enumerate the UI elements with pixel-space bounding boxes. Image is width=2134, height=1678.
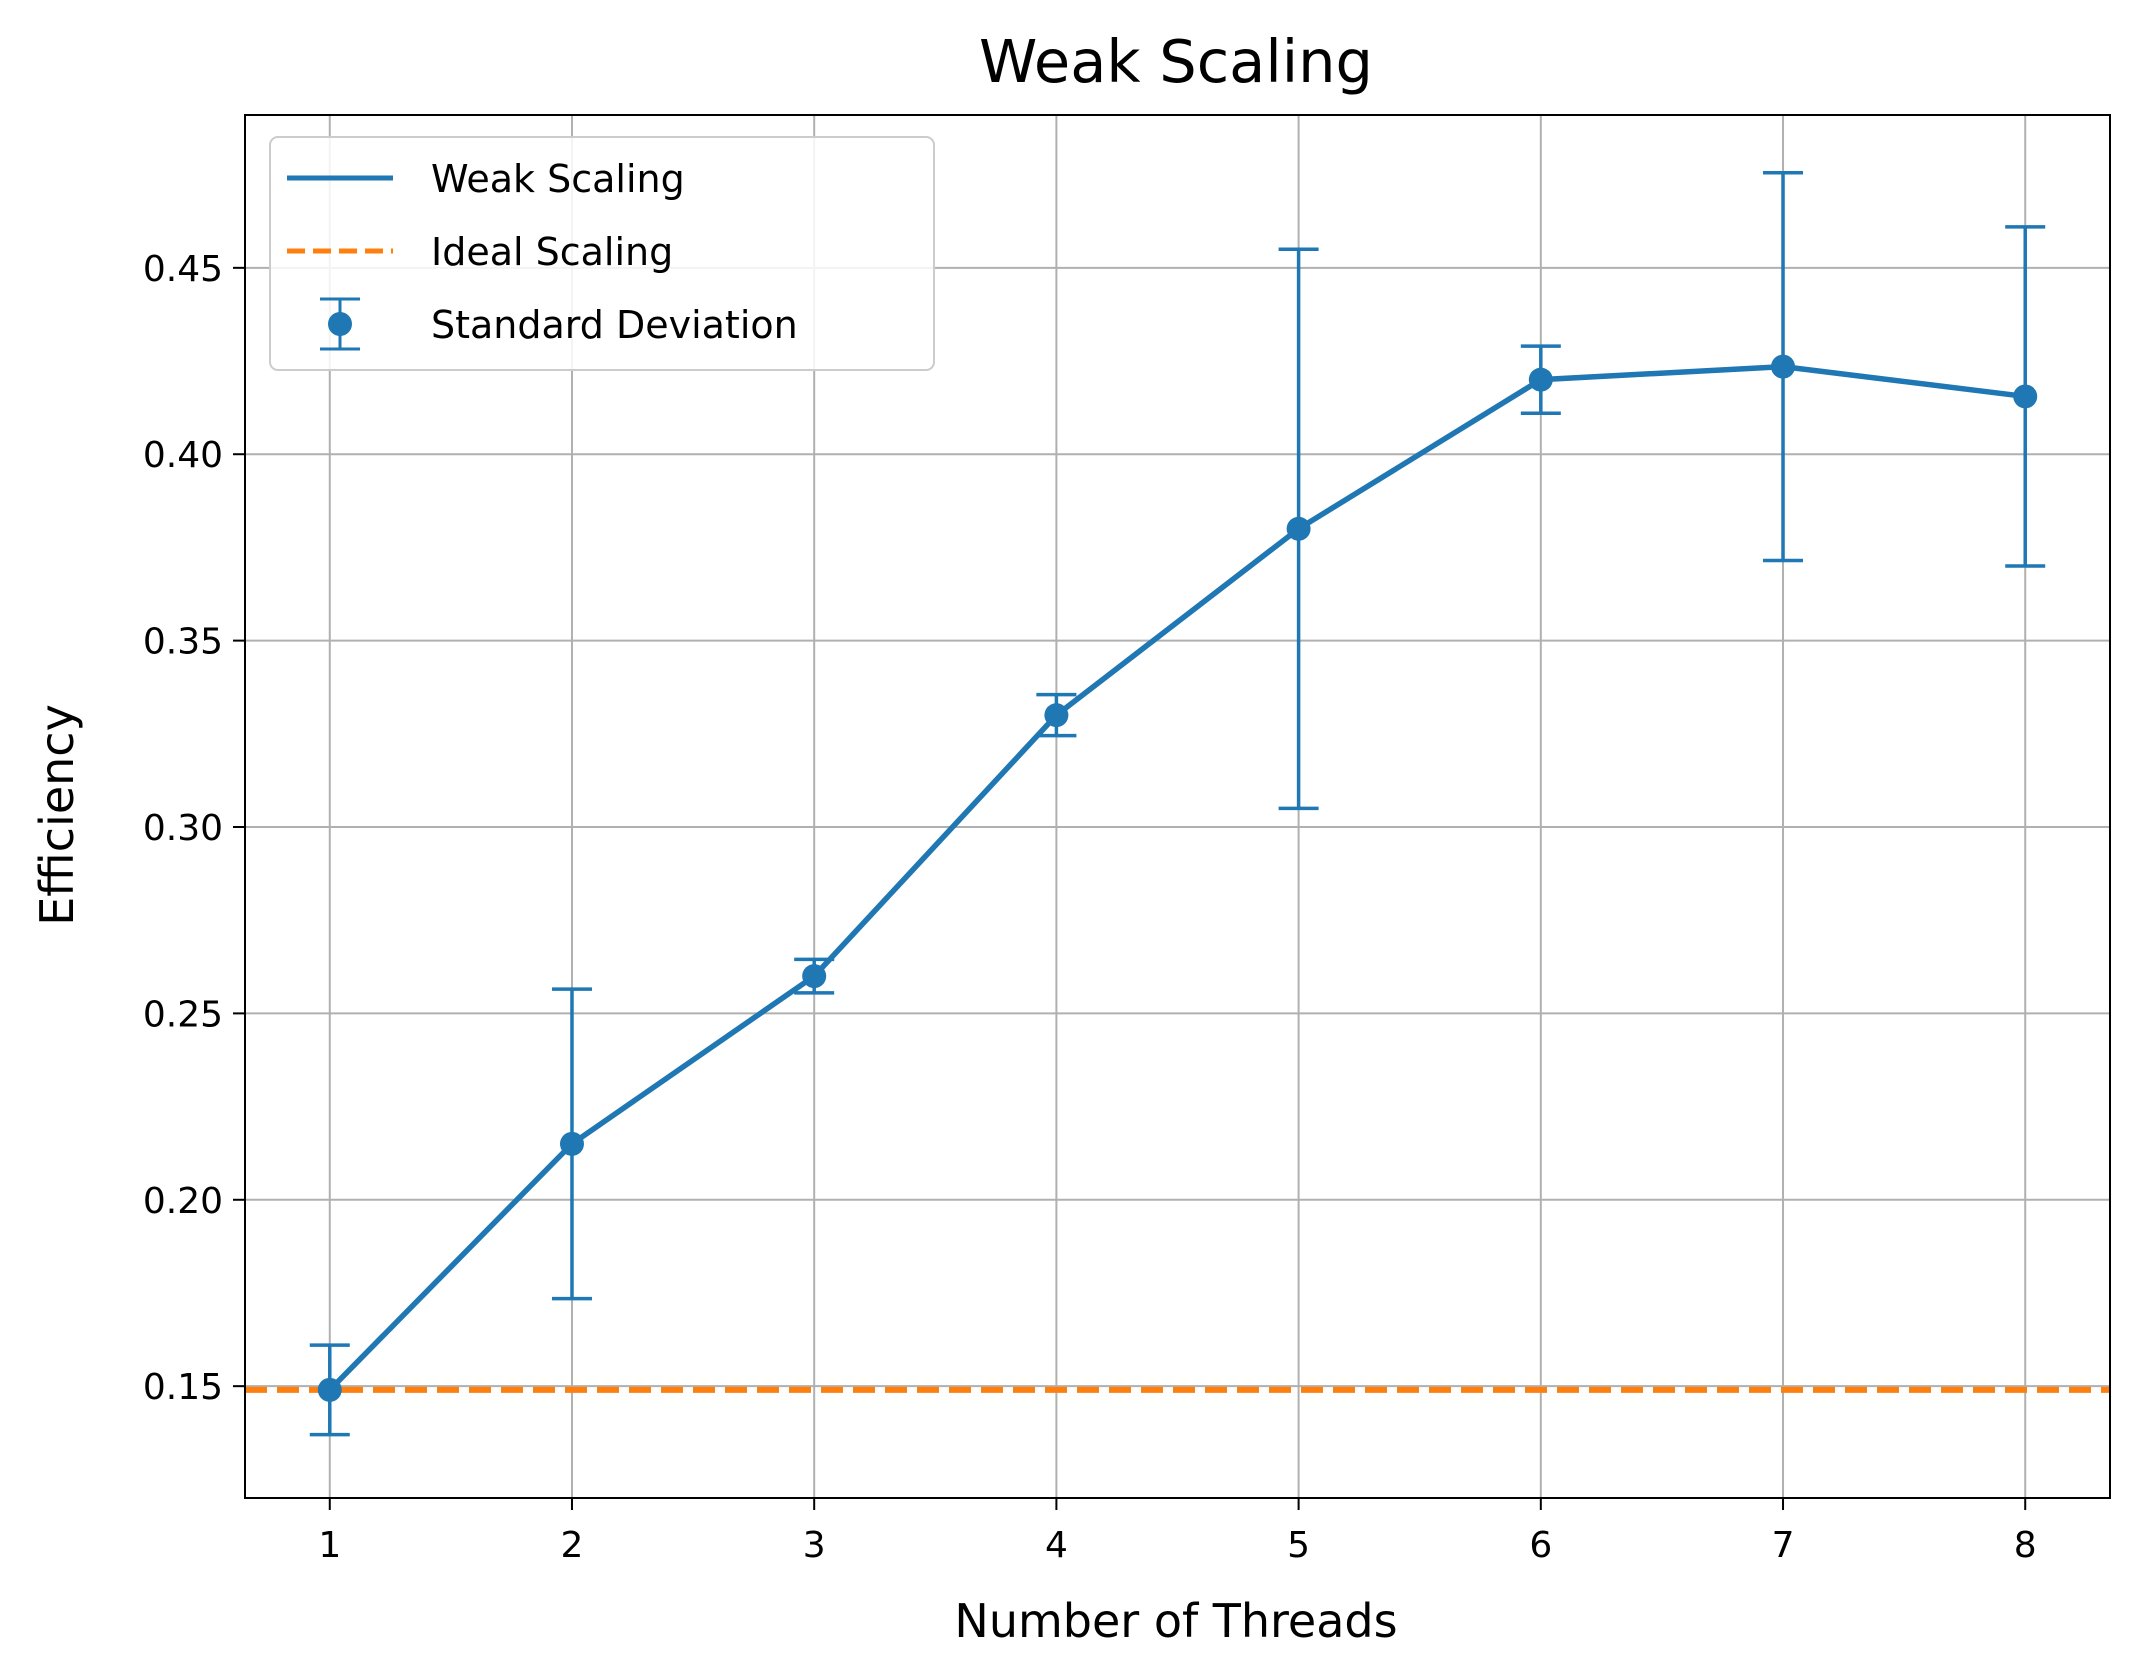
y-tick-label-3: 0.30 bbox=[143, 808, 223, 849]
weak-scaling-layer bbox=[327, 363, 2026, 1392]
y-tick-label-5: 0.40 bbox=[143, 435, 223, 476]
data-point-6 bbox=[1528, 367, 1553, 392]
data-point-8 bbox=[2013, 384, 2038, 409]
axis-ticks bbox=[233, 266, 2027, 1510]
y-tick-label-4: 0.35 bbox=[143, 622, 223, 663]
legend: Weak Scaling Ideal Scaling Standard Devi… bbox=[269, 136, 935, 371]
data-point-4 bbox=[1044, 703, 1069, 728]
tick-labels: 1 2 3 4 5 6 7 8 0.15 0.20 0.25 0.30 0.35 0.40 0.45 bbox=[143, 249, 2037, 1566]
data-markers bbox=[317, 354, 2038, 1402]
y-tick-label-6: 0.45 bbox=[143, 249, 223, 290]
x-tick-label-5: 5 bbox=[1287, 1525, 1310, 1566]
legend-label-weak-scaling: Weak Scaling bbox=[431, 157, 685, 201]
y-tick-label-2: 0.25 bbox=[143, 994, 223, 1035]
y-tick-label-1: 0.20 bbox=[143, 1181, 223, 1222]
data-point-5 bbox=[1286, 516, 1311, 541]
x-tick-label-4: 4 bbox=[1045, 1525, 1068, 1566]
x-tick-label-7: 7 bbox=[1772, 1525, 1795, 1566]
chart-title: Weak Scaling bbox=[979, 27, 1373, 96]
x-axis-label: Number of Threads bbox=[954, 1594, 1397, 1648]
x-tick-label-3: 3 bbox=[803, 1525, 826, 1566]
y-axis-label: Efficiency bbox=[30, 704, 84, 926]
x-tick-label-8: 8 bbox=[2014, 1525, 2037, 1566]
x-tick-label-2: 2 bbox=[561, 1525, 584, 1566]
x-tick-label-1: 1 bbox=[318, 1525, 341, 1566]
data-point-2 bbox=[559, 1131, 584, 1156]
y-tick-label-0: 0.15 bbox=[143, 1367, 223, 1408]
data-point-3 bbox=[802, 964, 827, 989]
legend-label-ideal-scaling: Ideal Scaling bbox=[431, 230, 673, 274]
data-point-1 bbox=[317, 1377, 342, 1402]
data-point-7 bbox=[1771, 354, 1796, 379]
legend-label-standard-deviation: Standard Deviation bbox=[431, 303, 798, 347]
plot-frame bbox=[244, 114, 2111, 1499]
x-tick-label-6: 6 bbox=[1529, 1525, 1552, 1566]
legend-box bbox=[269, 136, 935, 371]
legend-swatch-standard-deviation bbox=[320, 297, 360, 351]
weak-scaling-line bbox=[327, 363, 2026, 1392]
